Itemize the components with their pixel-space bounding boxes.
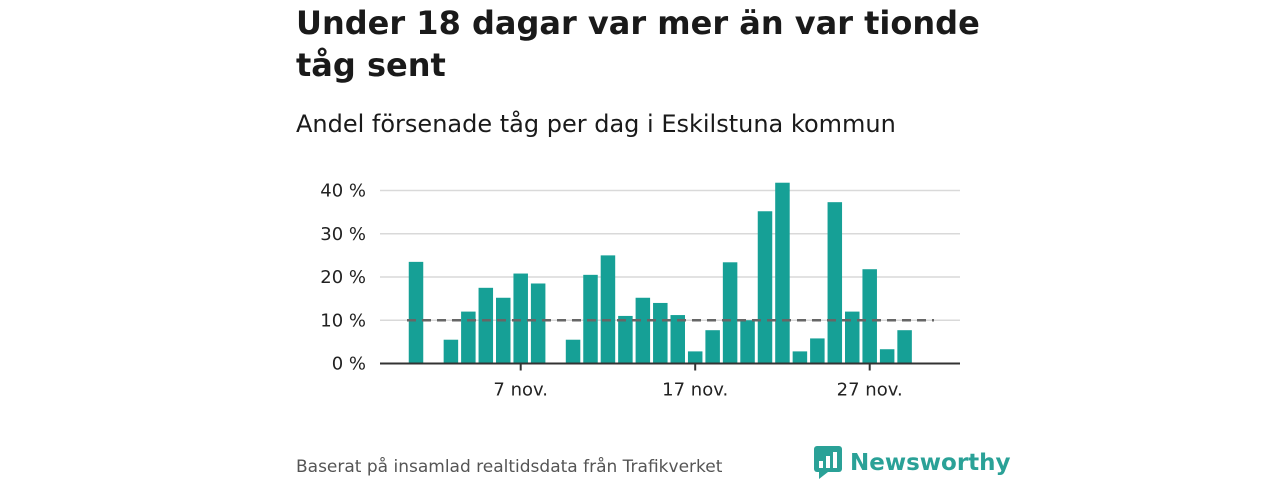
bar <box>792 351 808 364</box>
axes: 0 % 10 % 20 % 30 % 40 % 7 nov. 17 nov. 27 nov. <box>320 181 960 401</box>
y-tick-label: 0 % <box>332 354 366 375</box>
brand-logo: Newsworthy <box>814 446 1011 480</box>
bar <box>740 320 755 364</box>
y-tick-label: 40 % <box>320 181 366 202</box>
bar <box>879 349 895 364</box>
bar <box>600 255 616 364</box>
brand-name: Newsworthy <box>850 450 1011 476</box>
bar <box>897 330 912 364</box>
y-tick-label: 20 % <box>320 267 366 288</box>
bar <box>705 330 720 364</box>
bar <box>653 302 668 364</box>
chart-title: Under 18 dagar var mer än var tionde tåg… <box>296 4 980 84</box>
bar <box>827 202 843 364</box>
chart-subtitle: Andel försenade tåg per dag i Eskilstuna… <box>296 110 896 138</box>
bar <box>862 269 877 364</box>
x-tick-label: 27 nov. <box>837 380 903 401</box>
newsworthy-logo-icon <box>814 446 842 479</box>
x-tick-label: 7 nov. <box>493 380 548 401</box>
bar <box>775 182 790 364</box>
source-note: Baserat på insamlad realtidsdata från Tr… <box>296 457 723 477</box>
bar <box>513 273 528 364</box>
bar <box>687 351 703 364</box>
bar <box>722 262 738 364</box>
bar <box>408 261 424 364</box>
bar <box>530 283 546 364</box>
bar <box>618 315 633 364</box>
bar <box>845 311 860 364</box>
y-tick-label: 30 % <box>320 224 366 245</box>
bar <box>478 287 494 364</box>
bars <box>408 182 912 364</box>
bar <box>757 211 773 364</box>
y-tick-label: 10 % <box>320 310 366 331</box>
bar <box>565 339 581 364</box>
bar-chart: 0 % 10 % 20 % 30 % 40 % 7 nov. 17 nov. 27 nov. <box>320 181 960 401</box>
bar <box>443 339 459 364</box>
bar <box>635 297 651 364</box>
x-tick-label: 17 nov. <box>662 380 728 401</box>
bar <box>461 311 476 364</box>
bar <box>810 338 825 364</box>
bar <box>670 315 685 364</box>
bar <box>496 297 511 364</box>
